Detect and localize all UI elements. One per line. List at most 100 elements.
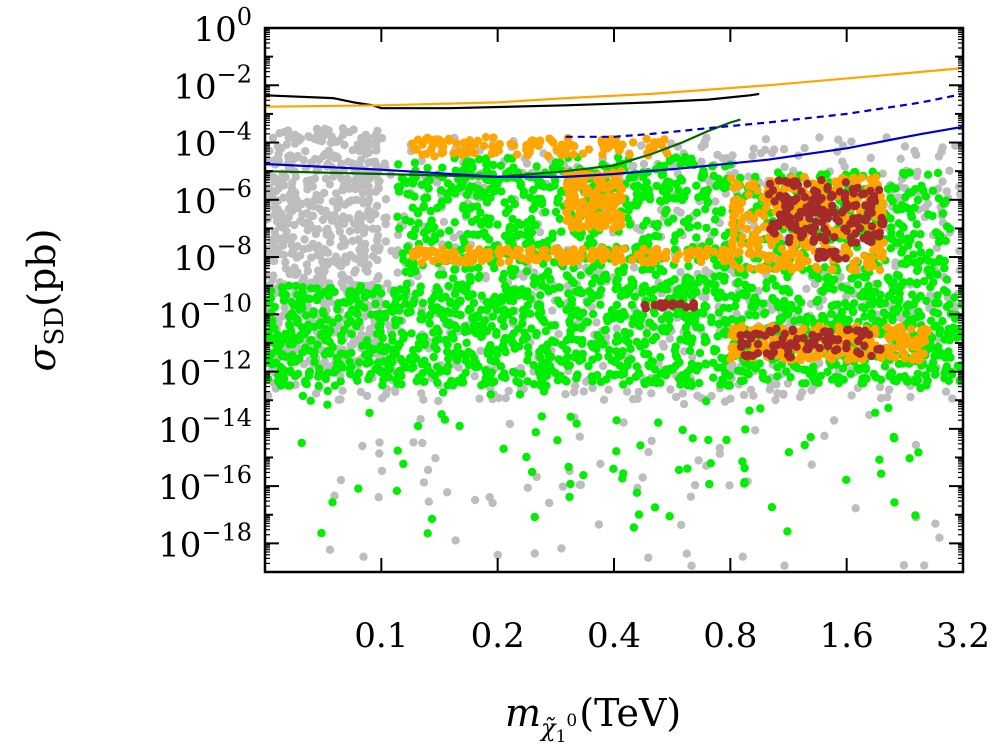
scatter-point-orange xyxy=(639,244,648,254)
scatter-point-green xyxy=(627,300,637,310)
scatter-point-green xyxy=(475,155,484,164)
scatter-point-green xyxy=(326,349,335,358)
scatter-point-gray xyxy=(381,195,391,204)
scatter-point-green xyxy=(310,357,319,367)
scatter-point-green xyxy=(328,343,337,352)
scatter-point-green xyxy=(762,278,771,287)
scatter-point-green xyxy=(443,362,453,371)
scatter-point-orange xyxy=(512,251,521,260)
scatter-point-orange xyxy=(729,230,738,239)
scatter-point-orange xyxy=(683,254,692,264)
scatter-point-gray xyxy=(842,292,851,301)
scatter-point-gray xyxy=(795,392,805,402)
scatter-point-green xyxy=(474,323,483,332)
scatter-point-orange xyxy=(813,264,822,274)
scatter-point-green xyxy=(486,214,495,223)
scatter-point-orange xyxy=(598,150,607,159)
scatter-point-green xyxy=(553,198,562,207)
scatter-point-green xyxy=(912,278,922,287)
scatter-point-gray xyxy=(938,177,947,186)
scatter-point-green xyxy=(305,346,314,355)
scatter-point-green xyxy=(565,492,574,502)
scatter-point-green xyxy=(572,353,582,363)
scatter-point-green xyxy=(605,345,614,355)
scatter-point-green xyxy=(281,352,290,361)
scatter-point-green xyxy=(745,310,754,320)
scatter-point-green xyxy=(572,419,581,428)
scatter-point-green xyxy=(551,207,561,217)
scatter-point-orange xyxy=(561,257,570,266)
scatter-point-green xyxy=(489,160,498,170)
scatter-point-green xyxy=(427,296,436,305)
scatter-point-orange xyxy=(764,251,774,261)
scatter-point-green xyxy=(537,366,547,375)
scatter-point-green xyxy=(472,215,481,224)
scatter-point-gray xyxy=(373,255,382,265)
scatter-point-gray xyxy=(644,448,653,457)
scatter-point-brown xyxy=(809,228,818,237)
scatter-point-orange xyxy=(726,174,736,183)
scatter-point-green xyxy=(751,311,760,320)
scatter-point-green xyxy=(431,306,440,315)
scatter-point-gray xyxy=(331,252,341,261)
scatter-point-green xyxy=(575,312,584,321)
scatter-point-green xyxy=(393,212,402,221)
scatter-point-brown xyxy=(874,185,884,195)
scatter-point-orange xyxy=(758,193,767,202)
scatter-point-green xyxy=(485,373,494,383)
scatter-point-gray xyxy=(317,137,326,146)
scatter-point-brown xyxy=(765,179,775,188)
scatter-point-green xyxy=(694,193,703,202)
scatter-point-orange xyxy=(828,265,837,274)
scatter-point-orange xyxy=(879,238,888,247)
scatter-point-green xyxy=(297,438,306,448)
scatter-point-green xyxy=(839,375,848,384)
scatter-point-green xyxy=(313,340,322,349)
scatter-point-gray xyxy=(271,187,280,196)
scatter-point-orange xyxy=(831,177,840,186)
scatter-point-green xyxy=(448,274,458,283)
scatter-point-gray xyxy=(417,389,426,398)
scatter-point-green xyxy=(871,373,881,382)
scatter-point-orange xyxy=(742,224,752,234)
scatter-point-green xyxy=(607,306,617,315)
scatter-point-orange xyxy=(908,355,917,364)
scatter-point-orange xyxy=(439,142,448,151)
scatter-point-green xyxy=(297,302,307,312)
scatter-point-green xyxy=(712,261,721,270)
scatter-point-gray xyxy=(434,396,443,406)
scatter-point-green xyxy=(273,377,283,386)
scatter-point-green xyxy=(343,319,352,328)
scatter-point-green xyxy=(578,335,587,345)
scatter-point-orange xyxy=(779,262,789,271)
scatter-point-orange xyxy=(523,141,532,151)
scatter-point-gray xyxy=(800,143,809,153)
scatter-point-orange xyxy=(578,149,587,158)
scatter-point-orange xyxy=(915,355,924,365)
scatter-point-green xyxy=(629,523,638,532)
scatter-point-green xyxy=(719,303,728,312)
scatter-point-gray xyxy=(637,141,646,150)
scatter-point-green xyxy=(498,274,507,284)
scatter-point-gray xyxy=(390,387,400,396)
scatter-point-green xyxy=(745,406,754,415)
scatter-point-orange xyxy=(923,326,933,335)
scatter-point-gray xyxy=(807,386,816,395)
scatter-point-green xyxy=(761,308,770,317)
scatter-point-green xyxy=(490,187,499,196)
scatter-point-green xyxy=(549,284,559,294)
scatter-point-green xyxy=(638,238,648,247)
scatter-point-gray xyxy=(291,270,300,280)
scatter-point-orange xyxy=(732,324,742,334)
scatter-point-gray xyxy=(377,466,387,476)
scatter-point-green xyxy=(833,314,842,323)
scatter-point-gray xyxy=(677,520,686,530)
scatter-point-green xyxy=(940,263,949,273)
scatter-point-green xyxy=(507,195,516,204)
scatter-point-green xyxy=(562,377,571,386)
scatter-point-gray xyxy=(501,393,510,403)
scatter-point-gray xyxy=(679,399,689,409)
scatter-point-green xyxy=(928,186,937,195)
scatter-point-green xyxy=(467,264,476,273)
scatter-point-green xyxy=(682,186,691,196)
